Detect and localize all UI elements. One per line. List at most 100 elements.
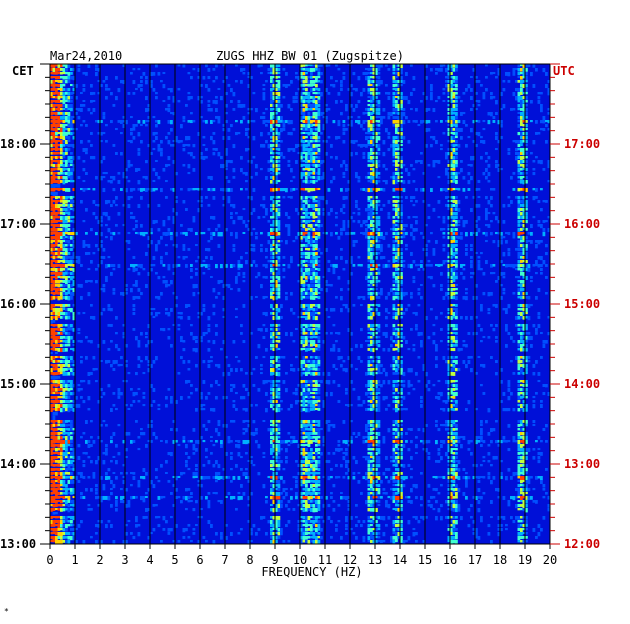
- spectrogram-cell: [427, 276, 431, 279]
- spectrogram-cell: [465, 144, 468, 148]
- spectrogram-cell: [57, 332, 61, 335]
- spectrogram-cell: [62, 120, 66, 124]
- spectrogram-cell: [410, 164, 413, 167]
- spectrogram-cell: [280, 120, 283, 123]
- spectrogram-cell: [255, 264, 258, 268]
- spectrogram-cell: [275, 340, 278, 343]
- spectrogram-cell: [415, 200, 418, 203]
- spectrogram-cell: [315, 360, 318, 365]
- spectrogram-cell: [192, 220, 196, 223]
- spectrogram-cell: [360, 328, 363, 332]
- spectrogram-cell: [275, 172, 278, 176]
- spectrogram-cell: [335, 156, 338, 160]
- spectrogram-cell: [82, 244, 86, 248]
- spectrogram-cell: [370, 92, 373, 95]
- spectrogram-cell: [110, 272, 113, 276]
- spectrogram-cell: [62, 272, 66, 276]
- spectrogram-cell: [52, 324, 56, 327]
- spectrogram-cell: [132, 92, 136, 95]
- spectrogram-cell: [310, 148, 313, 152]
- spectrogram-cell: [247, 76, 251, 79]
- spectrogram-cell: [337, 356, 341, 361]
- spectrogram-cell: [307, 108, 311, 111]
- spectrogram-cell: [55, 88, 58, 92]
- spectrogram-cell: [57, 140, 61, 143]
- spectrogram-cell: [542, 220, 546, 223]
- spectrogram-cell: [315, 128, 318, 131]
- spectrogram-cell: [310, 244, 313, 247]
- spectrogram-cell: [300, 100, 303, 103]
- spectrogram-cell: [310, 224, 313, 228]
- spectrogram-cell: [250, 76, 253, 80]
- spectrogram-cell: [202, 260, 206, 263]
- spectrogram-cell: [517, 232, 521, 236]
- spectrogram-cell: [297, 232, 301, 236]
- spectrogram-cell: [475, 120, 478, 123]
- spectrogram-cell: [187, 188, 191, 192]
- spectrogram-cell: [395, 388, 398, 392]
- spectrogram-cell: [247, 84, 251, 89]
- spectrogram-cell: [402, 260, 406, 263]
- spectrogram-cell: [257, 344, 261, 349]
- spectrogram-cell: [337, 384, 341, 388]
- spectrogram-cell: [72, 384, 76, 388]
- spectrogram-cell: [452, 216, 456, 220]
- spectrogram-cell: [67, 160, 71, 163]
- spectrogram-cell: [392, 72, 396, 75]
- spectrogram-cell: [272, 228, 276, 232]
- spectrogram-cell: [60, 152, 63, 155]
- spectrogram-cell: [382, 152, 386, 157]
- spectrogram-cell: [485, 168, 488, 172]
- spectrogram-cell: [402, 164, 406, 167]
- spectrogram-cell: [507, 148, 511, 152]
- spectrogram-cell: [370, 64, 373, 67]
- spectrogram-cell: [200, 232, 203, 235]
- spectrogram-cell: [447, 160, 451, 163]
- spectrogram-cell: [255, 356, 258, 359]
- spectrogram-cell: [400, 252, 403, 256]
- spectrogram-cell: [62, 244, 66, 248]
- spectrogram-cell: [270, 180, 273, 184]
- spectrogram-cell: [522, 116, 526, 120]
- spectrogram-cell: [215, 296, 218, 299]
- spectrogram-cell: [495, 160, 498, 164]
- spectrogram-cell: [350, 380, 353, 384]
- spectrogram-cell: [395, 132, 398, 135]
- spectrogram-cell: [540, 160, 543, 165]
- spectrogram-cell: [540, 264, 543, 268]
- spectrogram-cell: [170, 236, 173, 241]
- spectrogram-cell: [307, 388, 311, 392]
- spectrogram-cell: [70, 284, 73, 288]
- spectrogram-cell: [235, 80, 238, 83]
- spectrogram-cell: [317, 172, 321, 176]
- spectrogram-cell: [417, 264, 421, 267]
- spectrogram-cell: [52, 180, 56, 184]
- spectrogram-cell: [512, 72, 516, 76]
- spectrogram-cell: [372, 140, 376, 145]
- spectrogram-cell: [370, 212, 373, 217]
- spectrogram-cell: [450, 284, 453, 287]
- spectrogram-cell: [527, 332, 531, 335]
- spectrogram-cell: [50, 252, 53, 255]
- spectrogram-cell: [297, 316, 301, 319]
- spectrogram-cell: [237, 360, 241, 363]
- spectrogram-cell: [302, 144, 306, 149]
- spectrogram-cell: [72, 284, 76, 287]
- spectrogram-cell: [225, 188, 228, 192]
- spectrogram-cell: [145, 160, 148, 164]
- spectrogram-cell: [375, 252, 378, 256]
- spectrogram-cell: [372, 168, 376, 172]
- spectrogram-cell: [370, 72, 373, 75]
- spectrogram-cell: [522, 256, 526, 259]
- spectrogram-cell: [400, 204, 403, 209]
- spectrogram-cell: [330, 392, 333, 397]
- spectrogram-cell: [367, 372, 371, 376]
- spectrogram-cell: [485, 196, 488, 200]
- spectrogram-cell: [202, 380, 206, 384]
- spectrogram-cell: [302, 268, 306, 271]
- spectrogram-cell: [55, 156, 58, 160]
- spectrogram-cell: [307, 316, 311, 320]
- spectrogram-cell: [517, 360, 521, 364]
- spectrogram-cell: [212, 188, 216, 192]
- spectrogram-cell: [525, 248, 528, 251]
